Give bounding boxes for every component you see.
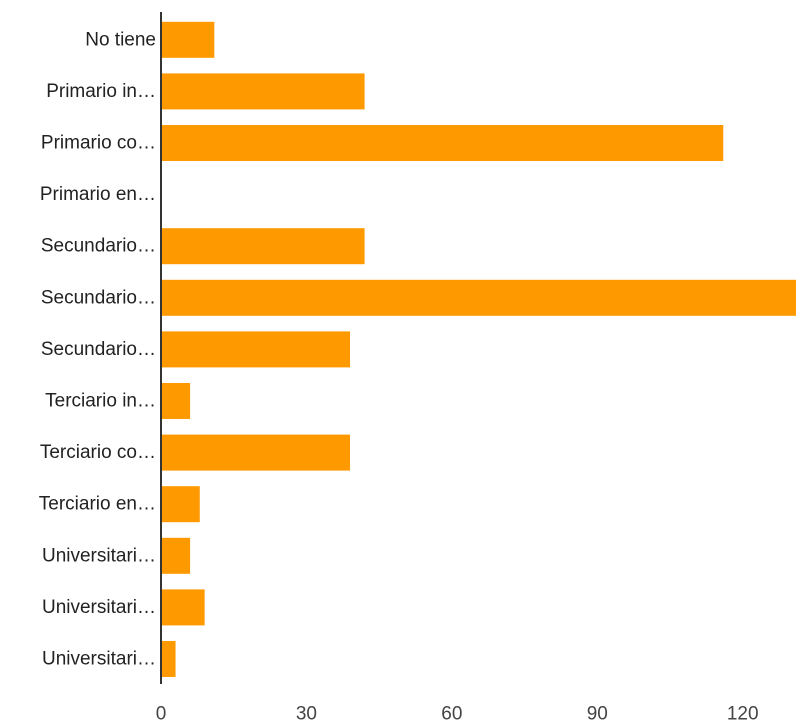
x-tick-label: 60: [441, 704, 462, 723]
x-tick-label: 90: [587, 704, 608, 723]
bar: [161, 125, 724, 161]
x-tick-labels: 0 30 60 90 120: [156, 704, 759, 723]
category-label: Universitari…: [42, 649, 156, 670]
category-label: Primario en…: [40, 184, 156, 205]
category-label: Universitari…: [42, 545, 156, 566]
category-label: Terciario en…: [39, 494, 156, 515]
x-tick-label: 120: [727, 704, 759, 723]
x-tick-label: 0: [156, 704, 167, 723]
bar: [161, 279, 796, 316]
bar: [161, 486, 200, 523]
bar: [161, 228, 365, 265]
category-label: Terciario in…: [45, 391, 156, 412]
bars-group: [161, 21, 796, 677]
category-label: Universitari…: [42, 597, 156, 618]
bar: [161, 589, 205, 626]
category-label: Primario co…: [41, 133, 156, 154]
bar: [161, 331, 351, 368]
bar: [161, 383, 191, 419]
category-label: Secundario…: [41, 339, 156, 360]
category-labels: No tiene Primario in… Primario co… Primario…: [39, 29, 156, 669]
bar: [161, 434, 351, 471]
category-label: Primario in…: [46, 81, 156, 102]
bar: [161, 537, 191, 574]
category-label: No tiene: [85, 29, 156, 50]
category-label: Secundario…: [41, 236, 156, 257]
category-label: Secundario…: [41, 287, 156, 308]
bar: [161, 73, 365, 110]
x-tick-label: 30: [296, 704, 317, 723]
category-label: Terciario co…: [40, 442, 156, 463]
bar: [161, 21, 215, 58]
bar: [161, 641, 176, 677]
